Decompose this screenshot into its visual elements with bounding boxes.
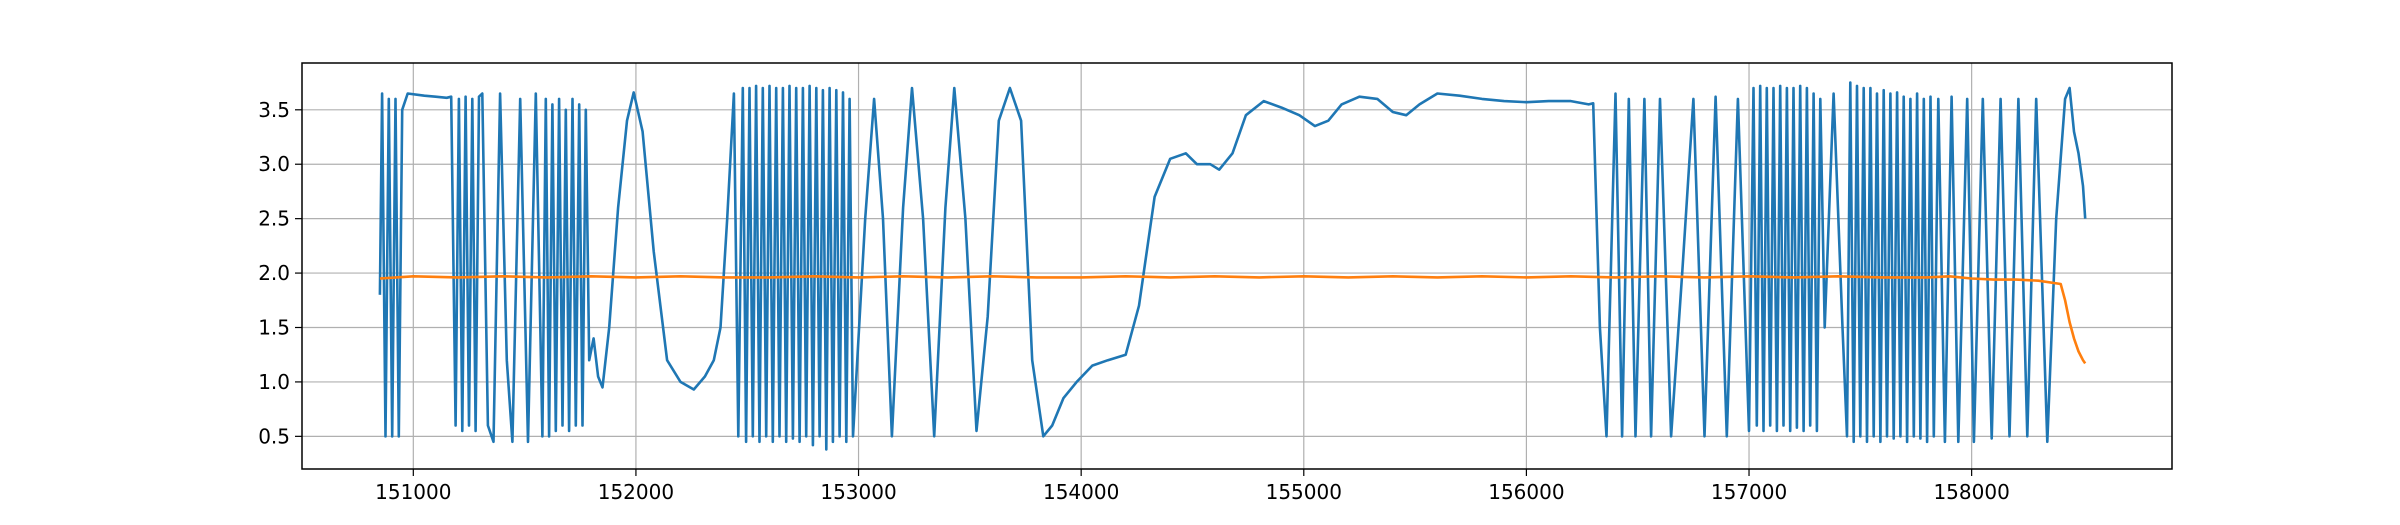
y-tick-label: 1.0 bbox=[258, 370, 290, 394]
x-tick-label: 154000 bbox=[1043, 480, 1119, 504]
y-tick-label: 1.5 bbox=[258, 315, 290, 339]
x-tick-label: 151000 bbox=[375, 480, 451, 504]
y-tick-label: 3.0 bbox=[258, 152, 290, 176]
x-tick-label: 153000 bbox=[820, 480, 896, 504]
y-tick-label: 2.0 bbox=[258, 261, 290, 285]
y-tick-label: 0.5 bbox=[258, 424, 290, 448]
x-tick-label: 152000 bbox=[598, 480, 674, 504]
series-layer bbox=[378, 81, 2087, 451]
series-line-1 bbox=[378, 81, 2087, 451]
y-axis: 0.5 1.0 1.5 2.0 2.5 3.0 3.5 bbox=[258, 98, 302, 448]
x-tick-label: 156000 bbox=[1488, 480, 1564, 504]
series-line-2 bbox=[379, 274, 2087, 365]
y-tick-label: 2.5 bbox=[258, 207, 290, 231]
x-tick-label: 155000 bbox=[1266, 480, 1342, 504]
x-tick-label: 157000 bbox=[1711, 480, 1787, 504]
x-tick-label: 158000 bbox=[1933, 480, 2009, 504]
y-tick-label: 3.5 bbox=[258, 98, 290, 122]
x-axis: 151000 152000 153000 154000 155000 156000 1570… bbox=[375, 469, 2010, 504]
plot-frame bbox=[301, 62, 2173, 470]
